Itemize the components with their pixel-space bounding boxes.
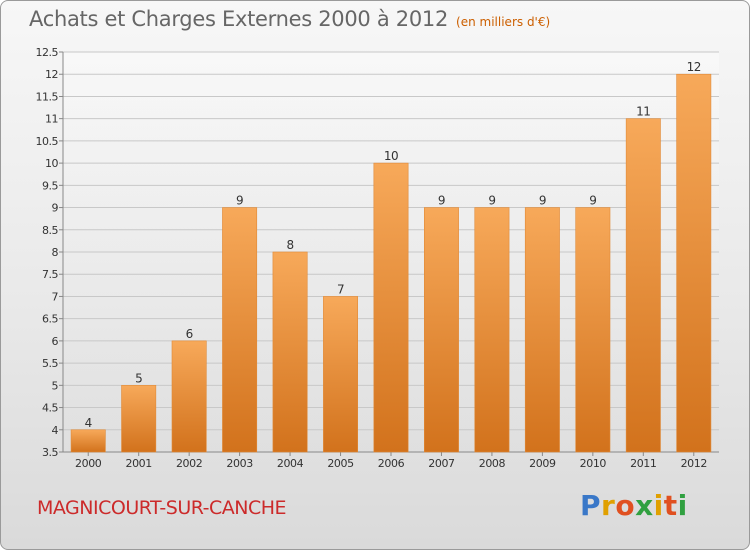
data-label: 7 — [337, 282, 344, 296]
y-tick-label: 5.5 — [42, 357, 58, 370]
x-tick-labels: 2000 2001 2002 2003 2004 2005 2006 2007 2008 2009… — [75, 457, 707, 470]
logo-letter: r — [601, 489, 616, 522]
data-label: 6 — [186, 327, 193, 341]
data-label: 9 — [236, 194, 243, 208]
x-tick-label: 2007 — [428, 457, 455, 470]
y-tick-label: 10 — [45, 157, 58, 170]
bar[interactable] — [222, 207, 258, 453]
data-label: 9 — [438, 194, 445, 208]
bar[interactable] — [171, 340, 207, 453]
x-tick-label: 2004 — [277, 457, 304, 470]
bar[interactable] — [121, 385, 157, 453]
y-tick-label: 12.5 — [36, 46, 59, 59]
y-tick-label: 9 — [52, 202, 59, 215]
y-tick-label: 11 — [45, 113, 58, 126]
bar[interactable] — [625, 118, 661, 453]
x-tick-label: 2001 — [125, 457, 151, 470]
x-tick-label: 2006 — [378, 457, 405, 470]
y-tick-label: 5 — [52, 379, 59, 392]
bar[interactable] — [323, 296, 358, 453]
bar[interactable] — [474, 207, 510, 453]
bar[interactable] — [524, 207, 560, 453]
x-tick-label: 2008 — [479, 457, 506, 470]
chart-title: Achats et Charges Externes 2000 à 2012 (e… — [29, 7, 550, 31]
logo-letter: i — [653, 489, 664, 522]
commune-name: MAGNICOURT-SUR-CANCHE — [37, 497, 287, 519]
y-tick-label: 3.5 — [42, 446, 58, 459]
data-label: 5 — [135, 371, 142, 385]
data-label: 10 — [384, 149, 398, 163]
bar[interactable] — [424, 207, 459, 453]
bar[interactable] — [272, 251, 308, 453]
y-tick-label: 11.5 — [36, 90, 59, 103]
x-tick-label: 2009 — [529, 457, 556, 470]
y-tick-label: 8 — [52, 246, 59, 259]
logo-letter: i — [677, 489, 688, 522]
x-tick-label: 2003 — [226, 457, 253, 470]
y-tick-label: 7.5 — [42, 268, 58, 281]
y-tick-label: 9.5 — [42, 179, 58, 192]
y-tick-label: 6.5 — [42, 313, 58, 326]
bar[interactable] — [676, 73, 712, 453]
x-tick-label: 2002 — [176, 457, 202, 470]
data-label: 11 — [636, 105, 650, 119]
bars — [70, 73, 712, 453]
chart-unit: (en milliers d'€) — [456, 15, 551, 29]
y-tick-label: 4 — [52, 424, 59, 437]
logo-letter: o — [615, 489, 636, 522]
y-tick-label: 7 — [52, 290, 59, 303]
y-tick-label: 4.5 — [42, 402, 58, 415]
x-tick-label: 2012 — [681, 457, 707, 470]
y-tick-labels: 3.5 4 4.5 5 5.5 6 6.5 7 7.5 8 8.5 9 9.5 10 10.5 11 11.5 1… — [36, 46, 60, 459]
x-tick-label: 2005 — [327, 457, 354, 470]
y-tick-label: 6 — [52, 335, 59, 348]
data-label: 9 — [488, 194, 495, 208]
bar[interactable] — [575, 207, 611, 453]
chart-title-text: Achats et Charges Externes 2000 à 2012 — [29, 7, 449, 31]
data-label: 9 — [539, 194, 546, 208]
bar[interactable] — [373, 162, 409, 453]
logo-letter: P — [580, 489, 602, 522]
bar[interactable] — [70, 429, 106, 453]
y-tick-label: 12 — [45, 68, 58, 81]
y-tick-label: 10.5 — [36, 135, 59, 148]
logo-letter: x — [635, 489, 654, 522]
data-label: 12 — [687, 60, 701, 74]
data-labels: 4 5 6 9 8 7 10 9 9 9 9 11 12 — [85, 60, 702, 430]
x-tick-label: 2011 — [630, 457, 656, 470]
x-tick-label: 2010 — [580, 457, 607, 470]
data-label: 8 — [287, 238, 294, 252]
proxiti-logo[interactable]: Proxiti — [580, 489, 688, 522]
logo-letter: t — [663, 489, 678, 522]
y-tick-label: 8.5 — [42, 224, 58, 237]
x-tick-label: 2000 — [75, 457, 102, 470]
data-label: 4 — [85, 416, 92, 430]
data-label: 9 — [589, 194, 596, 208]
